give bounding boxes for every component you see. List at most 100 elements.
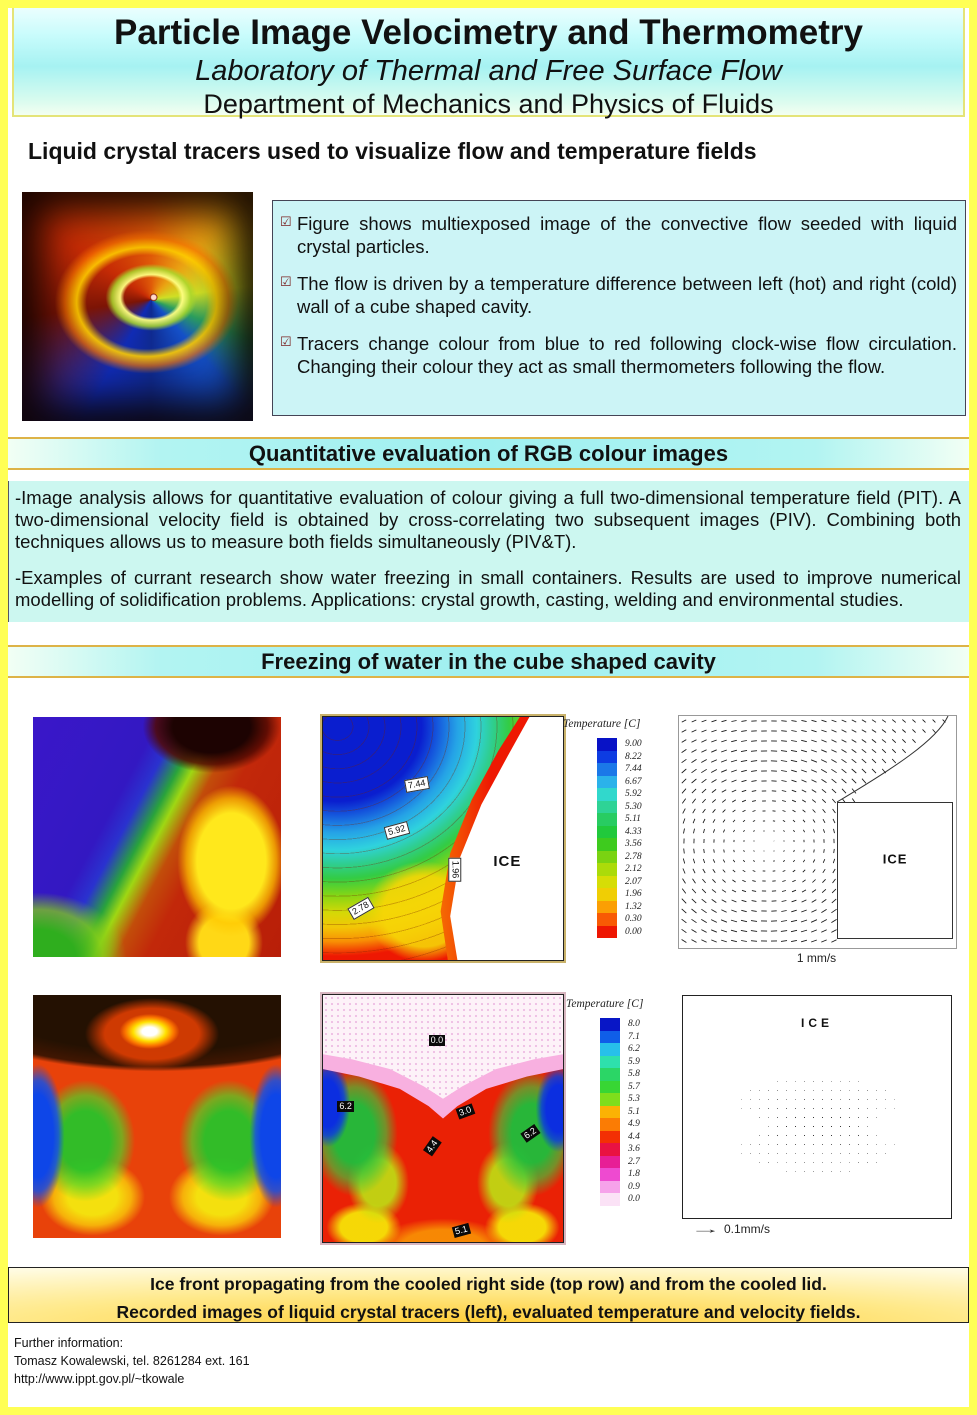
colorbar-swatch xyxy=(600,1068,620,1081)
colorbar-swatch xyxy=(597,838,617,851)
colorbar-row: 8.0 xyxy=(600,1018,678,1031)
ice-annotation: ICE xyxy=(493,853,522,871)
colorbar-swatch xyxy=(600,1080,620,1093)
contour-label: 1.96 xyxy=(448,857,462,882)
header-banner: Particle Image Velocimetry and Thermomet… xyxy=(12,5,965,119)
colorbar-tick-label: 8.0 xyxy=(628,1019,640,1030)
colorbar-tick-label: 5.11 xyxy=(625,814,641,825)
colorbar-tick-label: 5.7 xyxy=(628,1081,640,1092)
colorbar-row: 5.30 xyxy=(597,800,675,813)
colorbar-swatch xyxy=(597,788,617,801)
checkbox-checked-icon: ☑ xyxy=(280,334,292,350)
colorbar-row: 9.00 xyxy=(597,738,675,751)
multiexposed-flow-image xyxy=(22,192,253,421)
colorbar-tick-label: 5.8 xyxy=(628,1069,640,1080)
colorbar-tick-label: 5.30 xyxy=(625,801,642,812)
colorbar-tick-label: 1.96 xyxy=(625,889,642,900)
colorbar-scale: 8.0 7.1 6.2 5.9 5.8 5.7 5.3 5.1 4.9 4.4 3.6 2.7 1.8 0… xyxy=(566,1018,678,1206)
colorbar-tick-label: 2.12 xyxy=(625,864,642,875)
colorbar-swatch xyxy=(597,750,617,763)
colorbar-tick-label: 9.00 xyxy=(625,739,642,750)
section-heading-liquid-crystal: Liquid crystal tracers used to visualize… xyxy=(28,138,757,164)
colorbar-swatch xyxy=(600,1105,620,1118)
colorbar-row: 5.8 xyxy=(600,1068,678,1081)
colorbar-row: 6.2 xyxy=(600,1043,678,1056)
colorbar-row: 5.92 xyxy=(597,788,675,801)
section-banner-freezing: Freezing of water in the cube shaped cav… xyxy=(8,645,969,678)
bullet-text: Tracers change colour from blue to red f… xyxy=(297,333,957,377)
colorbar-row: 0.30 xyxy=(597,913,675,926)
colorbar-tick-label: 0.0 xyxy=(628,1194,640,1205)
colorbar-swatch xyxy=(597,800,617,813)
checkbox-checked-icon: ☑ xyxy=(280,274,292,290)
colorbar-swatch xyxy=(597,900,617,913)
colorbar-scale: 9.00 8.22 7.44 6.67 5.92 5.30 5.11 4.33 3.56 2.78… xyxy=(563,738,675,938)
contact-url: http://www.ippt.gov.pl/~tkowale xyxy=(14,1372,185,1387)
colorbar-tick-label: 7.1 xyxy=(628,1031,640,1042)
colorbar-tick-label: 1.32 xyxy=(625,901,642,912)
colorbar-tick-label: 7.44 xyxy=(625,764,642,775)
temperature-colorbar-top: Temperature [C] 9.00 8.22 7.44 6.67 5.92 5.30… xyxy=(563,718,675,938)
velocity-scale-label-bottom: → 0.1mm/s xyxy=(690,1222,771,1236)
colorbar-swatch xyxy=(600,1155,620,1168)
vector-field-canvas xyxy=(681,715,949,943)
colorbar-swatch xyxy=(600,1055,620,1068)
colorbar-tick-label: 4.9 xyxy=(628,1119,640,1130)
colorbar-tick-label: 6.67 xyxy=(625,776,642,787)
colorbar-swatch xyxy=(600,1118,620,1131)
velocity-scale-label-top: 1 mm/s xyxy=(796,951,837,965)
colorbar-row: 4.9 xyxy=(600,1118,678,1131)
colorbar-row: 5.3 xyxy=(600,1093,678,1106)
colorbar-row: 5.11 xyxy=(597,813,675,826)
scale-arrow-icon: → xyxy=(690,1222,722,1236)
colorbar-tick-label: 5.9 xyxy=(628,1056,640,1067)
colorbar-tick-label: 5.3 xyxy=(628,1094,640,1105)
colorbar-row: 4.33 xyxy=(597,825,675,838)
velocity-field-plot-top: ICE xyxy=(678,715,957,949)
colorbar-row: 6.67 xyxy=(597,775,675,788)
colorbar-row: 5.7 xyxy=(600,1080,678,1093)
colorbar-title: Temperature [C] xyxy=(563,718,641,730)
bullet-item: ☑ Tracers change colour from blue to red … xyxy=(280,333,957,378)
ice-annotation: ICE xyxy=(800,1015,834,1030)
colorbar-tick-label: 5.1 xyxy=(628,1106,640,1117)
colorbar-tick-label: 5.92 xyxy=(625,789,642,800)
colorbar-swatch xyxy=(600,1043,620,1056)
figure-caption-box: Ice front propagating from the cooled ri… xyxy=(8,1267,969,1323)
bullet-text: Figure shows multiexposed image of the c… xyxy=(297,213,957,257)
colorbar-tick-label: 2.07 xyxy=(625,876,642,887)
temperature-colorbar-bottom: Temperature [C] 8.0 7.1 6.2 5.9 5.8 5.7 5.3 5.1… xyxy=(566,998,678,1206)
paragraph: -Examples of currant research show water… xyxy=(15,567,961,611)
colorbar-tick-label: 3.56 xyxy=(625,839,642,850)
colorbar-title: Temperature [C] xyxy=(566,998,644,1010)
banner-freezing-label: Freezing of water in the cube shaped cav… xyxy=(261,649,716,674)
checkbox-checked-icon: ☑ xyxy=(280,214,292,229)
colorbar-swatch xyxy=(597,825,617,838)
colorbar-row: 1.32 xyxy=(597,900,675,913)
image-vignette xyxy=(22,192,253,421)
colorbar-tick-label: 0.9 xyxy=(628,1181,640,1192)
caption-line-2: Recorded images of liquid crystal tracer… xyxy=(116,1302,861,1322)
colorbar-swatch xyxy=(600,1180,620,1193)
colorbar-row: 5.1 xyxy=(600,1105,678,1118)
colorbar-swatch xyxy=(597,925,617,938)
colorbar-tick-label: 3.6 xyxy=(628,1144,640,1155)
colorbar-swatch xyxy=(597,850,617,863)
colorbar-swatch xyxy=(600,1168,620,1181)
colorbar-row: 4.4 xyxy=(600,1130,678,1143)
colorbar-swatch xyxy=(597,763,617,776)
colorbar-swatch xyxy=(600,1018,620,1031)
colorbar-row: 1.96 xyxy=(597,888,675,901)
colorbar-row: 3.6 xyxy=(600,1143,678,1156)
colorbar-row: 0.9 xyxy=(600,1180,678,1193)
banner-rgb-label: Quantitative evaluation of RGB colour im… xyxy=(248,441,729,466)
colorbar-swatch xyxy=(597,813,617,826)
colorbar-swatch xyxy=(597,863,617,876)
colorbar-swatch xyxy=(597,738,617,751)
colorbar-swatch xyxy=(600,1093,620,1106)
colorbar-row: 5.9 xyxy=(600,1055,678,1068)
colorbar-swatch xyxy=(600,1030,620,1043)
velocity-field-plot-bottom: ICE xyxy=(682,995,952,1219)
colorbar-row: 3.56 xyxy=(597,838,675,851)
colorbar-swatch xyxy=(597,913,617,926)
